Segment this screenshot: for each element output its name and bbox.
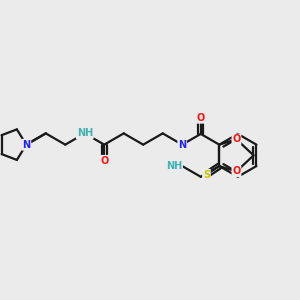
Text: O: O [196,113,205,123]
Text: N: N [178,140,186,150]
Text: NH: NH [166,161,182,171]
Text: S: S [203,169,210,180]
Text: NH: NH [76,128,93,138]
Text: O: O [232,167,241,176]
Text: N: N [22,140,30,150]
Text: N: N [22,140,30,150]
Text: O: O [100,156,108,166]
Text: O: O [232,134,241,144]
